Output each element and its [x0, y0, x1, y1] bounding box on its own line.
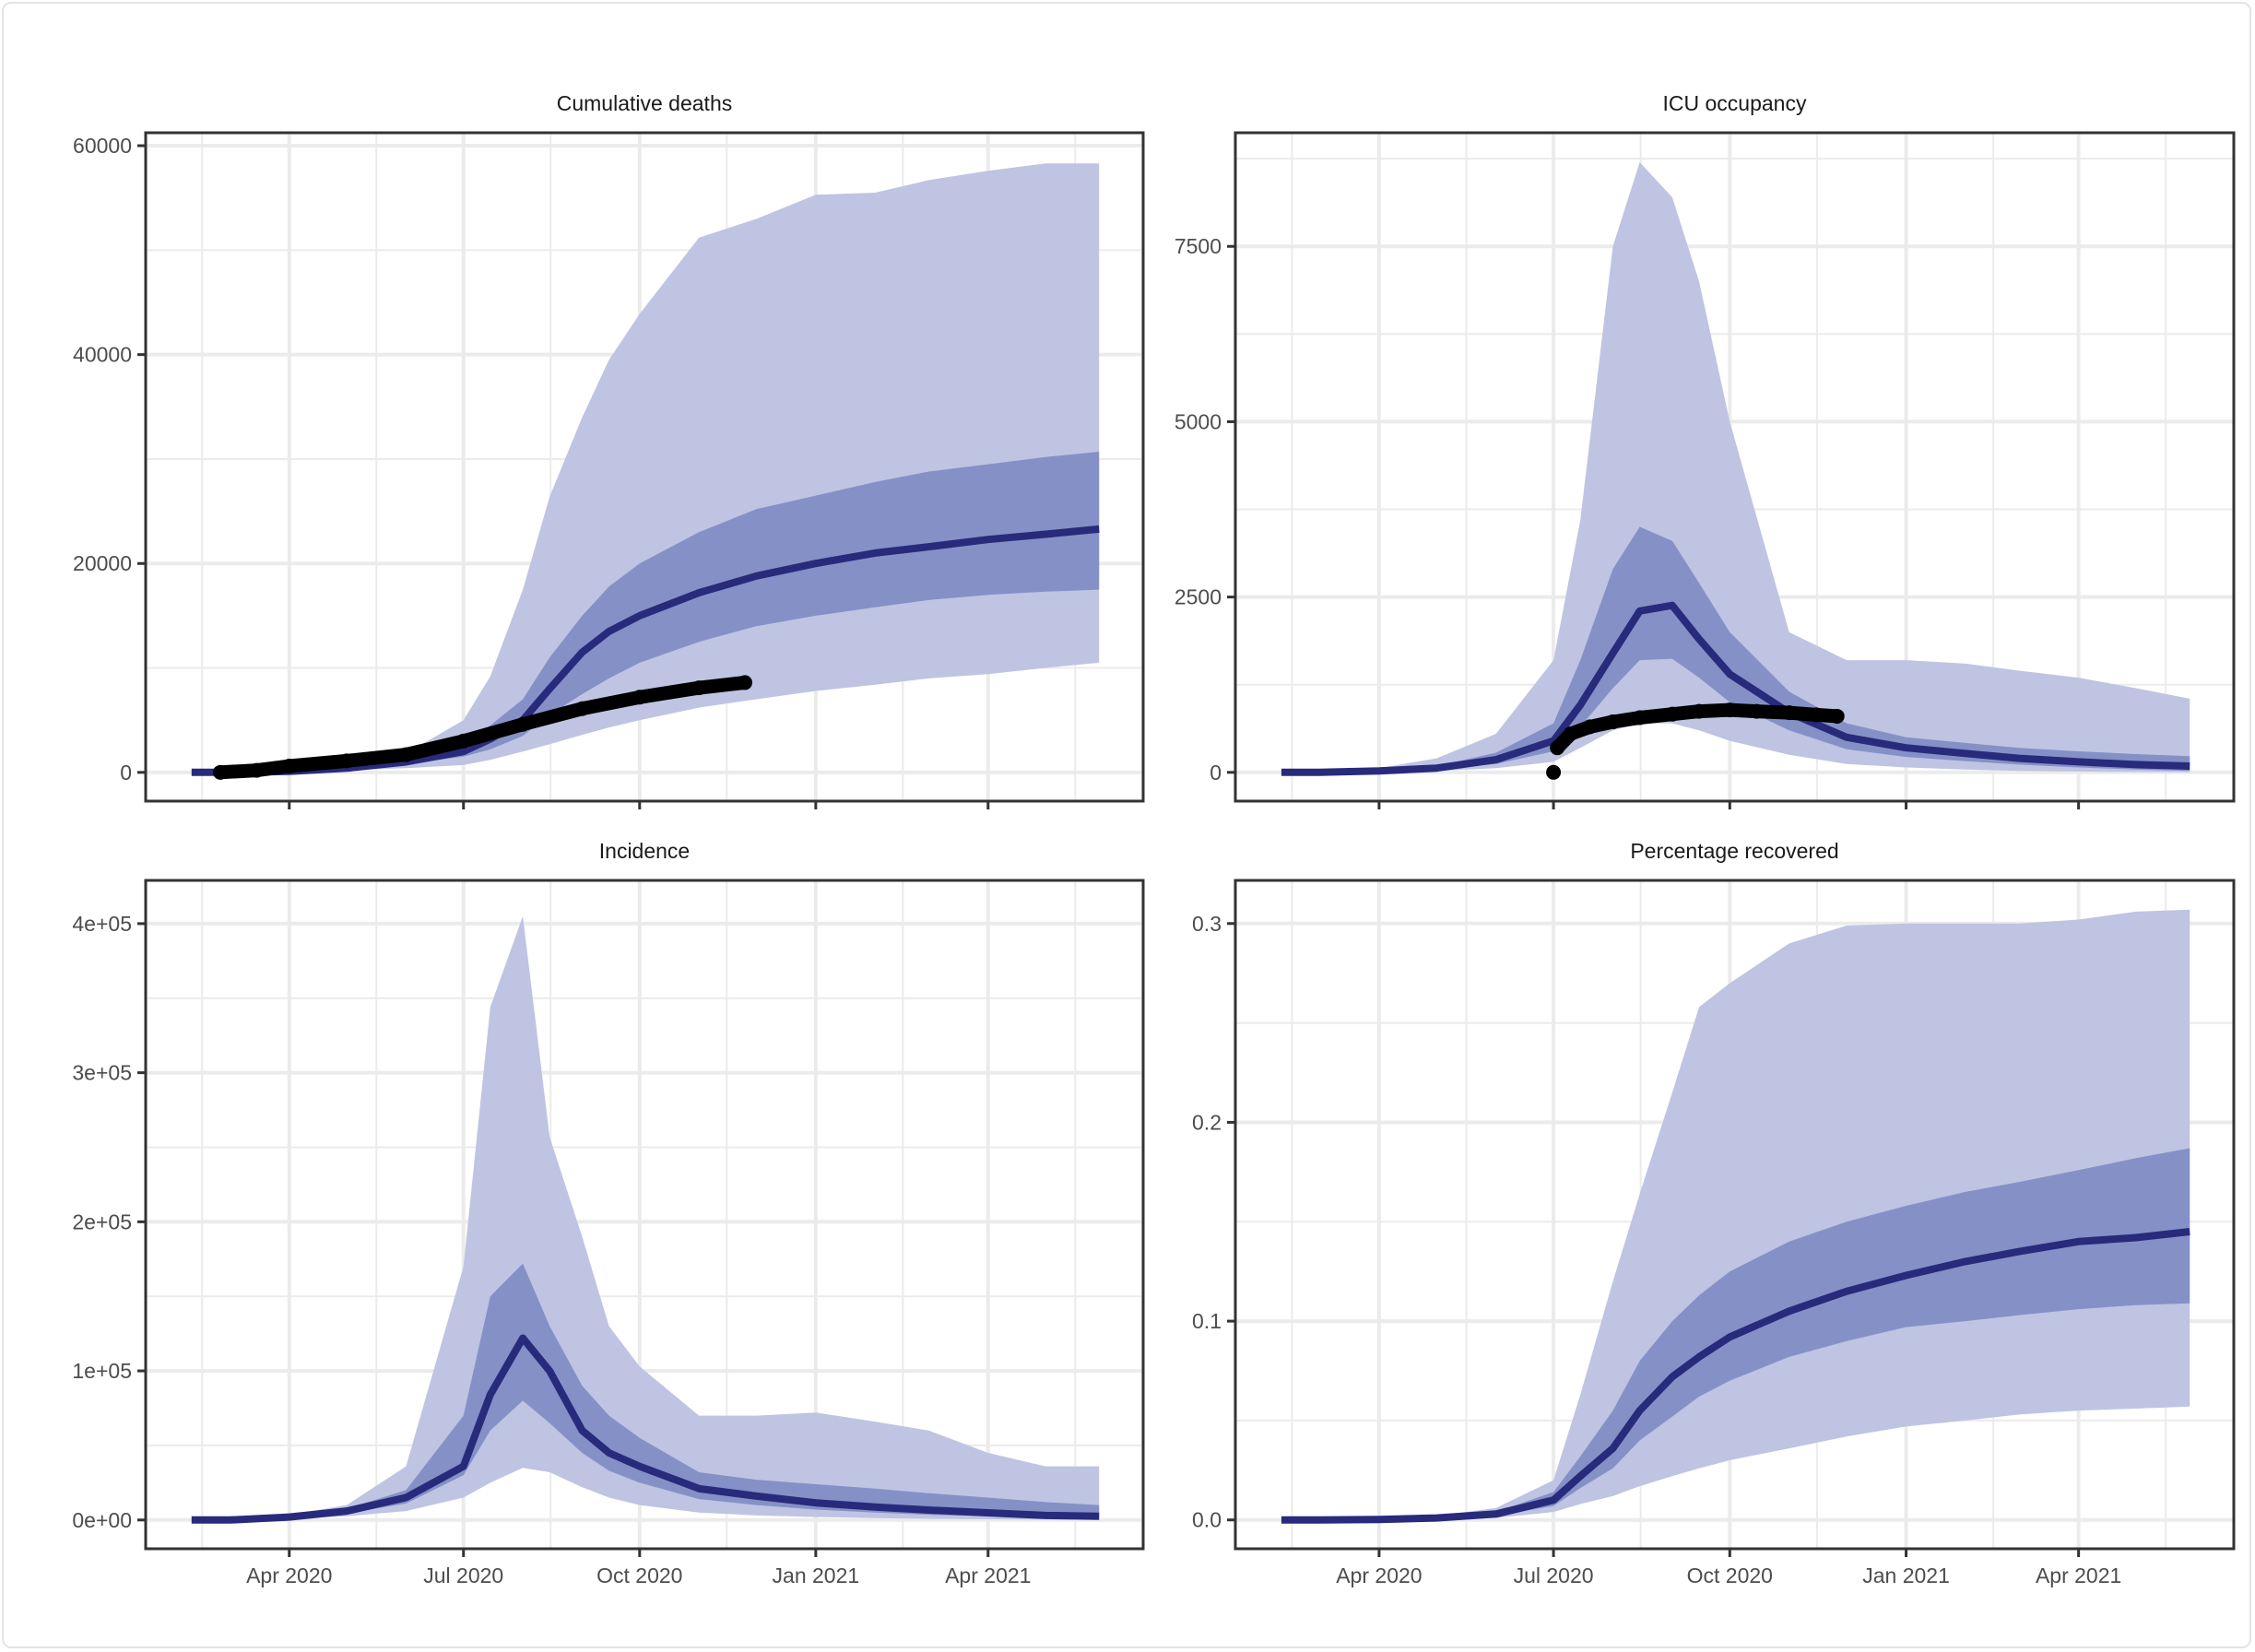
panel-icu-occupancy: 0 2500 5000 7500 ICU occupancy — [1175, 91, 2236, 809]
panel-cumulative-deaths: 0 20000 40000 60000 Cumulative deaths — [73, 91, 1145, 809]
y-tick-label: 7500 — [1175, 234, 1222, 258]
observed-point — [1550, 740, 1565, 756]
y-tick-label: 0 — [120, 761, 132, 785]
observed-point — [1749, 703, 1765, 719]
y-tick-label: 0 — [1210, 761, 1222, 785]
observed-point — [1829, 708, 1845, 724]
observed-point — [1664, 706, 1680, 722]
observed-point — [1546, 764, 1562, 780]
x-tick-label: Oct 2020 — [596, 1564, 682, 1587]
panel-title: Percentage recovered — [1630, 839, 1838, 863]
y-tick-label: 0.0 — [1192, 1508, 1222, 1532]
observed-point — [1563, 726, 1578, 741]
observed-point — [515, 716, 531, 732]
y-tick-label: 0.2 — [1192, 1110, 1222, 1134]
y-tick-label: 0.1 — [1192, 1309, 1222, 1333]
observed-point — [455, 733, 471, 749]
y-tick-label: 4e+05 — [72, 912, 132, 936]
band-50-interval — [1281, 526, 2190, 773]
y-tick-label: 0e+00 — [72, 1508, 132, 1532]
band-95-interval — [1281, 909, 2190, 1520]
x-tick-label: Apr 2020 — [1336, 1564, 1422, 1587]
observed-point — [691, 680, 707, 696]
median-line — [191, 525, 1100, 776]
observed-point — [738, 675, 753, 690]
panel-title: ICU occupancy — [1663, 91, 1807, 115]
observed-point — [574, 701, 590, 716]
x-tick-label: Jan 2021 — [773, 1564, 860, 1587]
observed-point — [212, 764, 228, 780]
observed-point — [281, 759, 297, 774]
y-tick-label: 40000 — [73, 343, 132, 367]
x-tick-label: Apr 2020 — [246, 1564, 332, 1587]
x-tick-label: Oct 2020 — [1687, 1564, 1773, 1587]
median-line — [191, 1334, 1100, 1524]
panel-border — [144, 131, 1145, 803]
x-tick-label: Jul 2020 — [423, 1564, 503, 1587]
panel-border — [1234, 131, 2236, 803]
y-tick-label: 2e+05 — [72, 1210, 132, 1233]
observed-point — [1781, 705, 1797, 721]
y-tick-label: 3e+05 — [72, 1061, 132, 1085]
panel-title: Incidence — [599, 839, 690, 863]
observed-point — [632, 690, 647, 705]
observed-point — [398, 747, 414, 762]
y-tick-label: 1e+05 — [72, 1359, 132, 1383]
observed-point — [249, 762, 265, 778]
observed-point — [1632, 710, 1647, 726]
observed-point — [1582, 719, 1598, 735]
panel-border — [144, 879, 1145, 1551]
panel-incidence: 0e+00 1e+05 2e+05 3e+05 4e+05 Apr 2020 Jul 202… — [72, 839, 1145, 1587]
band-95-interval — [191, 915, 1100, 1520]
observed-point — [1605, 714, 1621, 730]
x-tick-label: Jul 2020 — [1514, 1564, 1594, 1587]
observed-point — [339, 753, 355, 769]
y-tick-label: 20000 — [73, 551, 132, 575]
observed-point — [1692, 703, 1707, 719]
band-95-interval — [191, 163, 1100, 773]
y-tick-label: 60000 — [73, 134, 132, 158]
observed-point — [1808, 707, 1824, 723]
x-tick-label: Jan 2021 — [1862, 1564, 1950, 1587]
median-line — [1281, 601, 2190, 776]
median-line — [1281, 1228, 2190, 1524]
y-tick-label: 0.3 — [1192, 912, 1222, 936]
x-tick-label: Apr 2021 — [2036, 1564, 2121, 1587]
panel-border — [1234, 879, 2236, 1551]
panel-title: Cumulative deaths — [557, 91, 733, 115]
y-tick-label: 5000 — [1175, 409, 1222, 433]
x-tick-label: Apr 2021 — [945, 1564, 1031, 1587]
observed-point — [1722, 702, 1738, 718]
panel-percentage-recovered: 0.0 0.1 0.2 0.3 Apr 2020 Jul 2020 Oct 2020 Jan … — [1192, 839, 2236, 1587]
y-tick-label: 2500 — [1175, 585, 1222, 609]
band-95-interval — [1281, 162, 2190, 773]
